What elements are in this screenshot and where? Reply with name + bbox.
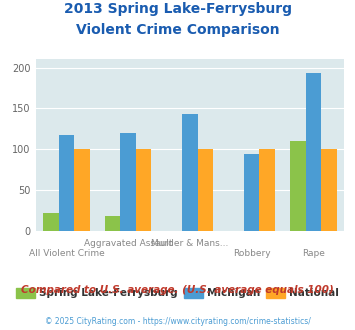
Bar [136, 149, 151, 231]
Text: All Violent Crime: All Violent Crime [28, 249, 104, 258]
Text: Aggravated Assault: Aggravated Assault [84, 239, 173, 248]
Bar [321, 149, 337, 231]
Bar [182, 114, 198, 231]
Text: Robbery: Robbery [233, 249, 271, 258]
Bar [120, 133, 136, 231]
Bar [306, 73, 321, 231]
Text: Compared to U.S. average. (U.S. average equals 100): Compared to U.S. average. (U.S. average … [21, 285, 334, 295]
Bar [244, 154, 260, 231]
Text: Violent Crime Comparison: Violent Crime Comparison [76, 23, 279, 37]
Text: Rape: Rape [302, 249, 325, 258]
Bar [260, 149, 275, 231]
Bar [59, 135, 74, 231]
Legend: Spring Lake-Ferrysburg, Michigan, National: Spring Lake-Ferrysburg, Michigan, Nation… [16, 288, 339, 298]
Bar [290, 141, 306, 231]
Bar [198, 149, 213, 231]
Bar [43, 213, 59, 231]
Bar [105, 216, 120, 231]
Text: © 2025 CityRating.com - https://www.cityrating.com/crime-statistics/: © 2025 CityRating.com - https://www.city… [45, 317, 310, 326]
Text: Murder & Mans...: Murder & Mans... [151, 239, 229, 248]
Text: 2013 Spring Lake-Ferrysburg: 2013 Spring Lake-Ferrysburg [64, 2, 291, 16]
Bar [74, 149, 89, 231]
